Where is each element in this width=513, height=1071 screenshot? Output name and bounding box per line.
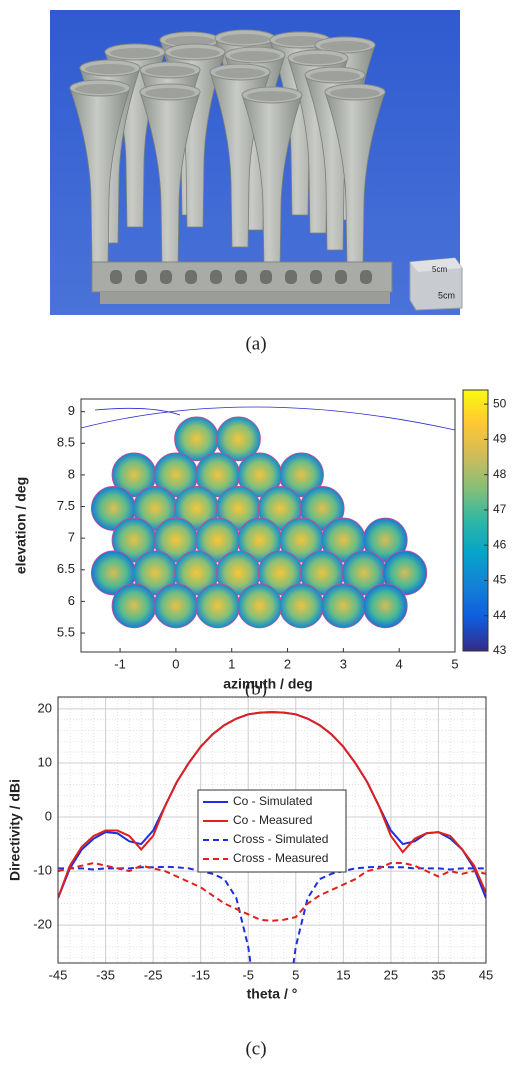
x-tick-label: 2 — [284, 656, 291, 671]
y-tick-label: 8 — [68, 466, 75, 481]
colorbar — [462, 389, 489, 652]
colorbar-tick-label: 43 — [493, 643, 507, 657]
x-tick-label: 4 — [396, 656, 403, 671]
beam — [279, 452, 324, 498]
x-tick-label: 0 — [172, 656, 179, 671]
colorbar-tick-label: 47 — [493, 502, 507, 516]
lines — [58, 711, 486, 963]
y-tick-label: -20 — [33, 917, 52, 932]
axes-box — [57, 696, 487, 964]
beam — [216, 416, 261, 462]
x-tick-label: 25 — [384, 967, 398, 982]
legend-box — [197, 789, 347, 873]
x-tick-label: 5 — [451, 656, 458, 671]
y-tick-label: 7.5 — [57, 498, 75, 513]
x-tick-label: 35 — [431, 967, 445, 982]
y-tick-label: 6 — [68, 593, 75, 608]
y-tick-label: 0 — [45, 808, 52, 823]
x-tick-label: 45 — [479, 967, 493, 982]
legend-label: Cross - Simulated — [233, 832, 328, 846]
series-line — [58, 711, 486, 899]
colorbar-tick-label: 46 — [493, 537, 507, 551]
colorbar-tick-label: 49 — [493, 432, 507, 446]
x-tick-label: -5 — [242, 967, 254, 982]
colorbar-tick-label: 45 — [493, 573, 507, 587]
x-tick-label: -15 — [191, 967, 210, 982]
series-line — [58, 861, 486, 922]
y-tick-label: 9 — [68, 403, 75, 418]
x-axis-label: azimuth / deg — [223, 676, 312, 692]
y-tick-label: 7 — [68, 530, 75, 545]
x-axis-label: theta / ° — [247, 986, 298, 1002]
series-line — [58, 865, 486, 963]
x-tick-label: 15 — [336, 967, 350, 982]
y-tick-label: 5.5 — [57, 624, 75, 639]
colorbar-tick-label: 50 — [493, 396, 507, 410]
y-tick-label: -10 — [33, 863, 52, 878]
x-tick-label: 3 — [340, 656, 347, 671]
colorbar-tick-label: 44 — [493, 608, 507, 622]
x-tick-label: -45 — [49, 967, 68, 982]
x-tick-label: 5 — [292, 967, 299, 982]
x-tick-label: -35 — [96, 967, 115, 982]
y-tick-label: 8.5 — [57, 435, 75, 450]
caption: (b) — [245, 678, 267, 699]
y-tick-label: 20 — [38, 700, 52, 715]
photo-label: 5cm — [432, 265, 447, 274]
beam — [111, 583, 157, 629]
beams — [90, 416, 428, 629]
beam — [320, 583, 366, 629]
axes-box — [80, 398, 456, 653]
beam — [362, 583, 408, 629]
photo: 5cm 5cm — [50, 10, 463, 315]
beam — [153, 583, 199, 629]
x-tick-label: 1 — [228, 656, 235, 671]
map-outline — [81, 406, 455, 600]
legend-label: Cross - Measured — [233, 851, 328, 865]
caption: (c) — [245, 1038, 266, 1059]
y-axis-label: Directivity / dBi — [7, 779, 23, 881]
y-axis-label: elevation / deg — [13, 477, 29, 574]
colorbar-tick-label: 48 — [493, 467, 507, 481]
y-tick-label: 6.5 — [57, 561, 75, 576]
x-tick-label: -25 — [144, 967, 163, 982]
beam — [195, 583, 241, 629]
caption: (a) — [245, 333, 266, 354]
photo-label: 5cm — [438, 290, 455, 300]
legend-label: Co - Measured — [233, 813, 312, 827]
legend-label: Co - Simulated — [233, 794, 312, 808]
beam — [279, 583, 324, 629]
beam — [237, 583, 283, 629]
y-tick-label: 10 — [38, 754, 52, 769]
beam — [299, 486, 345, 531]
x-tick-label: -1 — [114, 656, 126, 671]
